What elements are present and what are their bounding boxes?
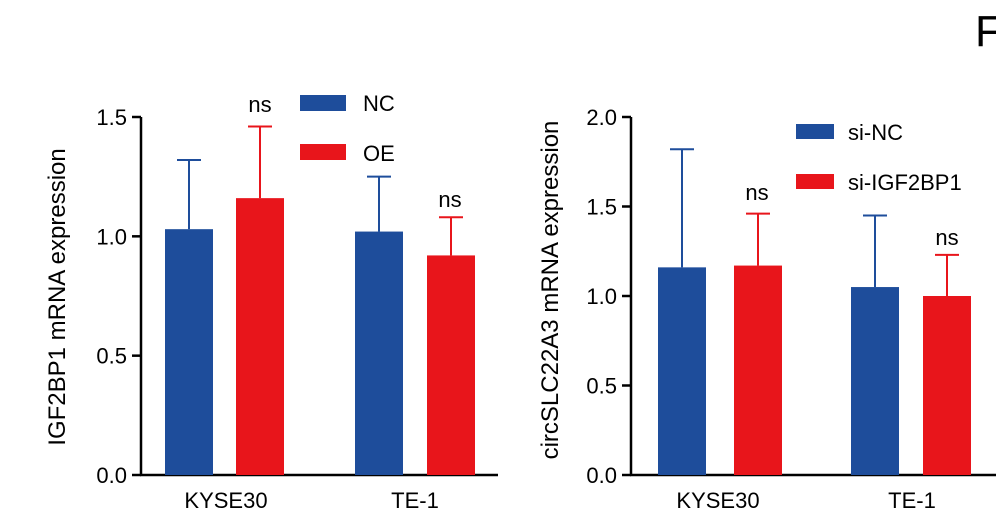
chart-igf2bp1: IGF2BP1 mRNA expression 0.00.51.01.5 ns … [44, 91, 498, 513]
y-tick-label: 1.5 [586, 195, 617, 220]
y-tick-label: 0.5 [96, 344, 127, 369]
x-tick-label-te1: TE-1 [391, 488, 439, 513]
y-tick-label: 1.0 [96, 224, 127, 249]
bar-si-nc-te-1 [851, 287, 899, 475]
y-tick-label: 0.0 [96, 463, 127, 488]
legend-swatch-si-igf2bp1 [796, 174, 834, 189]
bar-nc-kyse30 [165, 229, 213, 475]
bar-si-igf2bp1-kyse30 [734, 265, 782, 475]
bar-nc-te-1 [355, 231, 403, 475]
x-tick-label-te1: TE-1 [888, 488, 936, 513]
bar-si-nc-kyse30 [658, 267, 706, 475]
y-tick-label: 0.5 [586, 374, 617, 399]
y-tick-label: 1.5 [96, 105, 127, 130]
significance-label-kyse30: ns [248, 92, 271, 117]
y-tick-label: 1.0 [586, 284, 617, 309]
y-tick-label: 0.0 [586, 463, 617, 488]
legend-label-si-igf2bp1: si-IGF2BP1 [848, 170, 962, 195]
legend-swatch-si-nc [796, 124, 834, 139]
y-axis-title: IGF2BP1 mRNA expression [44, 148, 71, 445]
panel-letter: F [975, 7, 996, 56]
x-tick-label-kyse30: KYSE30 [184, 488, 267, 513]
legend-label-si-nc: si-NC [848, 120, 903, 145]
significance-label-te1: ns [438, 187, 461, 212]
legend-swatch-nc [300, 95, 346, 111]
x-tick-label-kyse30: KYSE30 [676, 488, 759, 513]
bar-si-igf2bp1-te-1 [923, 296, 971, 475]
legend-label-nc: NC [363, 91, 395, 116]
bar-oe-te-1 [427, 255, 475, 475]
significance-label-kyse30: ns [745, 180, 768, 205]
y-axis-title: circSLC22A3 mRNA expression [537, 121, 564, 460]
bar-oe-kyse30 [236, 198, 284, 475]
chart-circslc22a3: circSLC22A3 mRNA expression 0.0 0.5 1.0 1.5… [537, 105, 996, 513]
significance-label-te1: ns [935, 225, 958, 250]
legend-swatch-oe [300, 144, 346, 160]
legend-label-oe: OE [363, 141, 395, 166]
y-tick-label: 2.0 [586, 105, 617, 130]
